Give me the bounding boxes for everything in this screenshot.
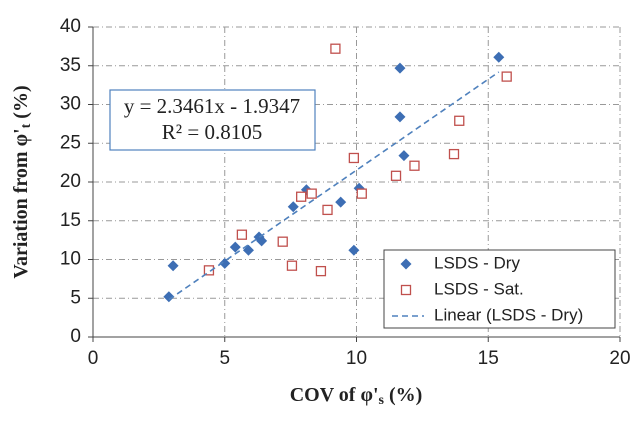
diamond-marker [398, 150, 410, 162]
square-marker [390, 170, 402, 181]
y-tick-label: 25 [60, 132, 81, 153]
x-tick-label: 15 [478, 348, 499, 369]
square-marker [203, 265, 215, 276]
diamond-marker [229, 241, 241, 253]
diamond-marker [348, 244, 360, 256]
x-tick-label: 0 [88, 348, 99, 369]
diamond-marker [167, 260, 179, 272]
square-marker [400, 284, 412, 296]
legend-label: LSDS - Sat. [434, 279, 524, 298]
legend-label: Linear (LSDS - Dry) [434, 305, 583, 324]
x-axis-label: COV of φ's (%) [290, 384, 423, 409]
square-marker [356, 188, 367, 199]
square-marker [448, 148, 460, 160]
square-marker [286, 260, 298, 271]
square-marker [236, 229, 248, 240]
y-tick-label: 30 [60, 94, 81, 115]
square-marker [348, 152, 360, 164]
equation: y = 2.3461x - 1.9347 [124, 94, 300, 118]
x-tick-label: 5 [219, 348, 230, 369]
x-tick-label: 20 [609, 348, 630, 369]
square-marker [454, 115, 465, 126]
diamond-marker [287, 201, 299, 213]
y-tick-label: 5 [70, 287, 81, 308]
square-marker [277, 236, 288, 247]
diamond-marker [163, 291, 175, 303]
y-tick-label: 15 [60, 210, 81, 231]
square-marker [322, 204, 333, 216]
diamond-marker [242, 244, 254, 256]
diamond-marker [400, 258, 412, 270]
square-marker [501, 71, 512, 82]
trendline [168, 71, 500, 301]
y-tick-label: 0 [70, 326, 81, 347]
r-squared: R² = 0.8105 [162, 120, 262, 144]
diamond-marker [256, 235, 268, 247]
legend-box [383, 249, 616, 329]
square-marker [296, 191, 307, 202]
diamond-marker [335, 196, 347, 208]
square-marker [315, 265, 327, 277]
diamond-marker [493, 51, 505, 63]
x-tick-label: 10 [346, 348, 367, 369]
y-tick-label: 40 [60, 16, 81, 37]
square-marker [409, 160, 420, 171]
legend-label: LSDS - Dry [434, 253, 520, 272]
y-axis-label: Variation from φ't (%) [10, 85, 35, 278]
diamond-marker [219, 257, 231, 269]
square-marker [306, 188, 317, 199]
y-tick-label: 10 [60, 249, 81, 270]
y-tick-label: 20 [60, 171, 81, 192]
diamond-marker [394, 62, 406, 74]
y-tick-label: 35 [60, 55, 81, 76]
square-marker [330, 43, 341, 54]
equation-box [109, 89, 316, 151]
diamond-marker [394, 111, 406, 123]
